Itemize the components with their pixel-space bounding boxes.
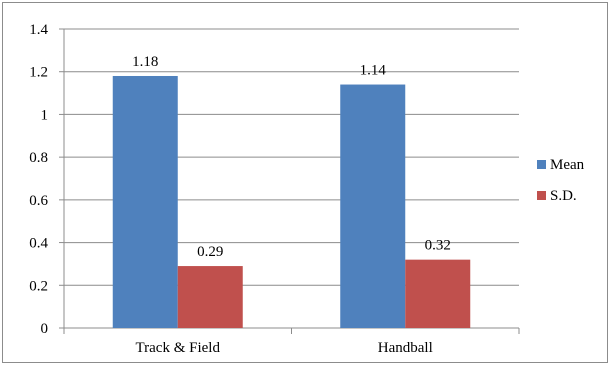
data-label: 0.32	[425, 238, 451, 254]
data-label: 0.29	[197, 244, 223, 260]
data-label: 1.14	[360, 63, 387, 79]
axes: 0 0.2 0.4 0.6 0.8 1 1.2 1.4 Track & Field Handbal…	[29, 22, 520, 356]
data-label: 1.18	[132, 54, 158, 70]
bar-mean-1	[340, 84, 406, 329]
x-category-label: Track & Field	[136, 340, 221, 356]
y-tick-label: 0.2	[29, 278, 48, 294]
data-labels: 1.18 0.29 1.14 0.32	[132, 54, 451, 260]
bar-mean-0	[112, 75, 178, 328]
bar-s-d-1	[405, 259, 471, 328]
legend-label: S.D.	[550, 188, 577, 204]
y-tick-label: 1	[41, 107, 49, 123]
bar-s-d-0	[177, 266, 243, 328]
y-tick-label: 0	[41, 321, 49, 337]
y-tick-label: 0.4	[29, 236, 48, 252]
legend-swatch	[537, 160, 546, 169]
y-tick-label: 1.4	[29, 22, 48, 38]
legend: Mean S.D.	[537, 157, 585, 204]
bars	[112, 75, 471, 329]
legend-label: Mean	[550, 157, 585, 173]
y-tick-label: 0.6	[29, 193, 48, 209]
legend-swatch	[537, 191, 546, 200]
chart-frame	[2, 2, 608, 363]
x-category-label: Handball	[378, 340, 433, 356]
y-tick-label: 0.8	[29, 150, 48, 166]
y-tick-label: 1.2	[29, 65, 48, 81]
